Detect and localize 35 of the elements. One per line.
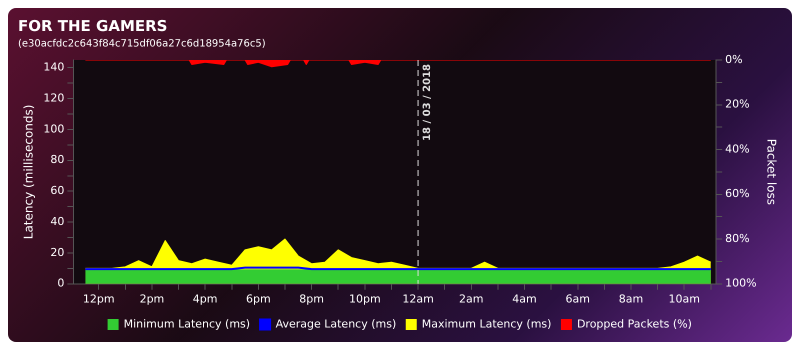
legend-label: Average Latency (ms) xyxy=(276,317,396,330)
y-tick-label: 120 xyxy=(43,91,64,104)
y2-tick-label: 20% xyxy=(725,98,750,111)
x-tick-label: 2am xyxy=(459,292,484,306)
y2-tick-label: 0% xyxy=(725,52,743,66)
x-tick-label: 4pm xyxy=(192,292,218,306)
y2-tick-label: 60% xyxy=(725,187,750,200)
x-tick-label: 6am xyxy=(566,292,590,306)
x-tick-label: 8pm xyxy=(299,292,324,306)
chart-title: FOR THE GAMERS xyxy=(18,16,168,35)
y-tick-label: 100 xyxy=(43,122,64,136)
x-tick-label: 2pm xyxy=(140,292,164,306)
y-tick-label: 60 xyxy=(50,184,64,198)
x-tick-label: 4am xyxy=(512,292,537,306)
legend-label: Dropped Packets (%) xyxy=(576,317,692,330)
y2-axis-title: Packet loss xyxy=(764,138,779,206)
x-tick-label: 12pm xyxy=(82,292,115,306)
y-tick-label: 140 xyxy=(43,60,64,74)
x-tick-label: 12am xyxy=(402,292,434,306)
x-tick-label: 10pm xyxy=(348,292,381,306)
y2-tick-label: 100% xyxy=(725,276,757,290)
y-axis-title: Latency (milliseconds) xyxy=(21,104,36,240)
x-tick-label: 8am xyxy=(618,292,644,306)
y-tick-label: 0 xyxy=(57,276,64,290)
y-tick-label: 20 xyxy=(50,246,64,259)
legend-label: Maximum Latency (ms) xyxy=(422,317,552,330)
y2-tick-label: 40% xyxy=(725,142,750,156)
chart-subtitle: (e30acfdc2c643f84c715df06a27c6d18954a76c5) xyxy=(18,38,266,50)
y2-tick-label: 80% xyxy=(725,232,750,245)
ref-line-label: 18 / 03 / 2018 xyxy=(422,64,434,141)
y-tick-label: 40 xyxy=(50,214,64,228)
x-tick-label: 10am xyxy=(668,292,700,306)
y-tick-label: 80 xyxy=(50,153,64,166)
legend-label: Minimum Latency (ms) xyxy=(124,317,250,330)
x-tick-label: 6pm xyxy=(246,292,271,306)
